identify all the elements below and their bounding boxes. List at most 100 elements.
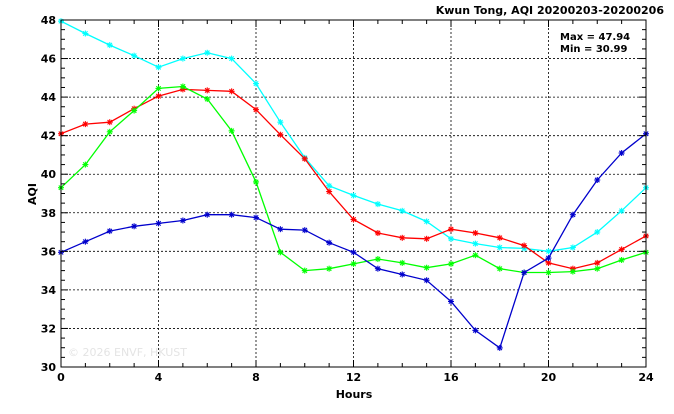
series-0-point [277, 119, 284, 126]
marker-stroke [545, 248, 552, 254]
series-3-point [155, 220, 162, 227]
series-1-point [228, 88, 235, 95]
y-tick-label: 38 [41, 207, 56, 220]
y-tick-label: 42 [41, 130, 56, 143]
series-0-point [545, 248, 552, 255]
marker-stroke [82, 30, 88, 37]
series-2-point [131, 107, 138, 114]
marker-stroke [204, 96, 210, 102]
x-tick-label: 0 [57, 371, 65, 384]
marker-stroke [424, 218, 430, 225]
marker-stroke [424, 277, 430, 283]
series-3-point [179, 217, 186, 224]
marker-stroke [448, 261, 454, 267]
marker-stroke [619, 257, 625, 263]
y-axis-title: AQI [26, 183, 39, 205]
y-tick-label: 32 [41, 322, 56, 335]
marker-stroke [399, 260, 405, 266]
series-3-point [106, 228, 113, 235]
series-3-point [301, 227, 308, 234]
series-0-point [448, 235, 454, 242]
marker-stroke [107, 228, 113, 234]
x-tick-label: 24 [638, 371, 654, 384]
series-1-point [618, 246, 625, 253]
series-3-point [228, 211, 235, 218]
series-0-point [179, 55, 186, 62]
series-2-point [106, 128, 113, 135]
marker-stroke [521, 269, 527, 276]
marker-stroke [326, 188, 332, 195]
series-2-point [350, 260, 357, 267]
marker-stroke [619, 150, 625, 156]
series-2-point [179, 83, 186, 90]
series-2-point [253, 178, 259, 185]
marker-stroke [375, 230, 381, 236]
y-tick-label: 40 [41, 168, 57, 181]
marker-stroke [326, 266, 332, 272]
series-2-point [448, 260, 454, 267]
marker-stroke [277, 132, 283, 138]
marker-stroke [180, 83, 186, 90]
marker-stroke [107, 119, 113, 125]
marker-stroke [399, 235, 405, 241]
series-3-point [399, 271, 406, 278]
series-0-point [399, 207, 406, 214]
series-3-point [545, 255, 552, 262]
marker-stroke [424, 265, 430, 271]
series-3-point [423, 277, 430, 284]
series-1-point [594, 259, 601, 266]
marker-stroke [545, 269, 552, 276]
series-0-point [374, 201, 381, 208]
series-1-point [277, 131, 284, 138]
marker-stroke [375, 266, 381, 272]
series-2-point [301, 267, 308, 274]
series-0-point [131, 52, 138, 59]
marker-stroke [619, 208, 625, 214]
series-0-point [569, 244, 576, 251]
min-annotation: Min = 30.99 [560, 44, 628, 55]
series-2-point [155, 85, 162, 92]
marker-stroke [570, 244, 576, 251]
marker-stroke [326, 183, 332, 189]
marker-stroke [448, 236, 454, 242]
series-1-point [326, 188, 333, 195]
series-0-point [472, 240, 479, 247]
marker-stroke [594, 260, 600, 266]
max-annotation: Max = 47.94 [560, 32, 630, 43]
marker-stroke [326, 240, 332, 246]
marker-stroke [131, 108, 137, 114]
series-3-point [277, 226, 284, 233]
marker-stroke [350, 192, 357, 199]
series-1-point [204, 87, 211, 94]
marker-stroke [82, 239, 88, 245]
marker-stroke [594, 266, 600, 272]
series-3-point [131, 223, 138, 230]
marker-stroke [570, 268, 576, 275]
marker-stroke [277, 119, 283, 125]
series-1-point [82, 121, 89, 128]
series-3-point [618, 150, 625, 157]
series-1-point [448, 226, 454, 233]
series-2-point [472, 252, 479, 259]
series-1-point [399, 234, 406, 241]
marker-stroke [204, 87, 210, 93]
marker-stroke [545, 260, 552, 266]
series-2-point [82, 161, 89, 168]
marker-stroke [107, 42, 113, 48]
series-0-point [350, 192, 357, 199]
series-1-point [301, 155, 308, 162]
series-1-point [374, 230, 381, 237]
marker-stroke [82, 161, 88, 168]
series-2-point [618, 257, 625, 264]
marker-stroke [302, 227, 308, 233]
marker-stroke [594, 229, 600, 235]
marker-stroke [82, 121, 88, 127]
series-3-point [326, 239, 333, 246]
marker-stroke [594, 177, 600, 183]
marker-stroke [155, 93, 162, 99]
marker-stroke [521, 242, 527, 249]
series-3-point [350, 249, 357, 256]
marker-stroke [545, 255, 552, 261]
marker-stroke [229, 128, 235, 134]
